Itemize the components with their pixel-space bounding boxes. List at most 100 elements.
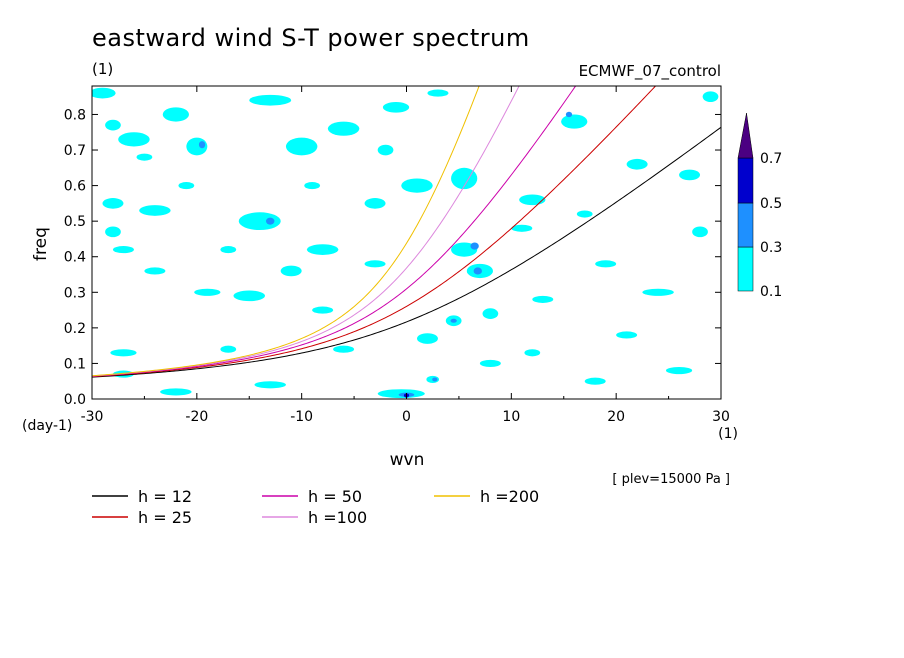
legend-label-h100: h =100	[308, 508, 367, 527]
y-axis-label: freq	[31, 227, 51, 261]
y-tick-label: 0.7	[64, 143, 86, 159]
chart-title: eastward wind S-T power spectrum	[92, 24, 530, 52]
contour-patch-0_1	[382, 102, 410, 113]
contour-patch-0_1	[364, 198, 386, 209]
contour-patch-0_3	[473, 267, 482, 275]
colorbar-extend-arrow	[737, 112, 754, 159]
contour-patch-0_1	[616, 331, 638, 339]
x-axis-label: wvn	[390, 450, 425, 470]
legend: h = 12 h = 25 h = 50 h =100 h =200	[92, 487, 539, 527]
contour-patch-0_1	[584, 377, 606, 385]
contour-patch-0_1	[626, 158, 648, 170]
contour-patch-0_1	[679, 169, 701, 181]
contour-patch-0_1	[595, 260, 617, 268]
y-tick-label: 0.6	[64, 179, 86, 195]
contour-patch-0_1	[561, 114, 588, 129]
legend-label-h12: h = 12	[138, 487, 192, 506]
x-tick-label: -30	[81, 409, 104, 425]
contour-patch-0_1	[304, 182, 321, 190]
y-tick-label: 0.8	[64, 107, 86, 123]
contour-patch-0_1	[333, 345, 355, 353]
contour-patch-0_1	[249, 94, 292, 106]
contour-patch-0_1	[238, 212, 281, 231]
legend-label-h200: h =200	[480, 487, 539, 506]
contour-patch-0_3	[432, 377, 438, 382]
colorbar-label: 0.7	[760, 151, 782, 167]
y-tick-label: 0.1	[64, 356, 86, 372]
contour-patch-0_1	[118, 132, 150, 147]
contour-patch-0_1	[139, 205, 171, 216]
colorbar-segment	[737, 246, 754, 292]
contour-patch-0_1	[105, 119, 121, 131]
contour-patch-0_1	[482, 308, 499, 319]
contour-patch-0_1	[479, 359, 501, 367]
contour-patch-0_3	[470, 242, 479, 250]
y-axis-ticks: 0.0 0.1 0.2 0.3 0.4 0.5 0.6 0.7 0.8	[64, 107, 721, 408]
y-tick-label: 0.2	[64, 321, 86, 337]
contour-patch-0_1	[401, 178, 433, 193]
dispersion-curve-h200	[92, 86, 480, 377]
y-tick-label: 0.0	[64, 392, 86, 408]
y-tick-label: 0.3	[64, 285, 86, 301]
contour-patch-0_1	[312, 306, 334, 314]
contour-patch-0_1	[280, 265, 302, 277]
x-tick-label: 10	[502, 409, 520, 425]
contour-patch-0_3	[450, 318, 457, 323]
contour-patch-0_1	[576, 210, 593, 218]
contour-patch-0_3	[198, 141, 206, 149]
contour-patch-0_1	[364, 260, 386, 268]
chart-subtitle-right: ECMWF_07_control	[579, 62, 721, 81]
contour-patch-0_1	[327, 121, 360, 136]
contour-patch-0_1	[665, 366, 693, 375]
contour-patch-0_1	[692, 226, 708, 238]
contour-patch-0_1	[220, 345, 237, 353]
contour-patch-0_1	[112, 246, 134, 254]
contour-patch-0_1	[416, 333, 438, 344]
contour-patch-0_1	[377, 144, 394, 156]
contour-patch-0_1	[178, 182, 195, 190]
colorbar-label: 0.5	[760, 196, 782, 212]
colorbar-segment	[737, 157, 754, 204]
contour-patch-0_1	[105, 226, 121, 238]
dispersion-curve-h50	[92, 86, 577, 377]
contour-patch-0_1	[306, 244, 339, 255]
x-tick-label: 30	[712, 409, 730, 425]
contour-patch-0_1	[220, 246, 237, 254]
contour-patch-0_1	[519, 194, 546, 206]
dispersion-curve-h12	[92, 126, 721, 378]
contour-patch-0_1	[532, 295, 554, 303]
x-axis-ticks: -30 -20 -10 0 10 20 30	[81, 86, 730, 425]
legend-label-h25: h = 25	[138, 508, 192, 527]
y-tick-label: 0.4	[64, 250, 86, 266]
colorbar: 0.1 0.3 0.5 0.7	[737, 112, 782, 300]
contour-patch-0_1	[451, 167, 478, 190]
legend-label-h50: h = 50	[308, 487, 362, 506]
contour-patch-0_1	[254, 381, 286, 389]
contour-patch-0_1	[110, 349, 137, 357]
contour-patch-0_1	[233, 290, 265, 302]
contour-patch-0_1	[194, 288, 221, 296]
contour-patch-0_1	[136, 153, 153, 161]
contour-patch-0_1	[144, 267, 166, 275]
contour-patch-0_1	[642, 288, 674, 296]
x-tick-label: 20	[607, 409, 625, 425]
y-unit-label: (day-1)	[22, 418, 72, 434]
colorbar-segment	[737, 202, 754, 248]
dispersion-curve-h25	[92, 86, 657, 378]
x-unit-label: (1)	[718, 426, 738, 442]
contour-patch-0_1	[427, 89, 449, 97]
x-tick-label: -10	[290, 409, 313, 425]
contour-patch-0_1	[162, 107, 189, 122]
contour-patch-0_1	[511, 224, 533, 232]
dispersion-curve-layer	[92, 86, 721, 378]
x-tick-label: -20	[185, 409, 208, 425]
dispersion-curve-h100	[92, 86, 520, 377]
contour-patch-0_1	[285, 137, 318, 156]
contour-patch-0_3	[565, 111, 573, 118]
colorbar-label: 0.1	[760, 284, 782, 300]
colorbar-label: 0.3	[760, 240, 782, 256]
contour-patch-0_1	[524, 349, 541, 357]
contour-patch-0_1	[92, 87, 116, 99]
